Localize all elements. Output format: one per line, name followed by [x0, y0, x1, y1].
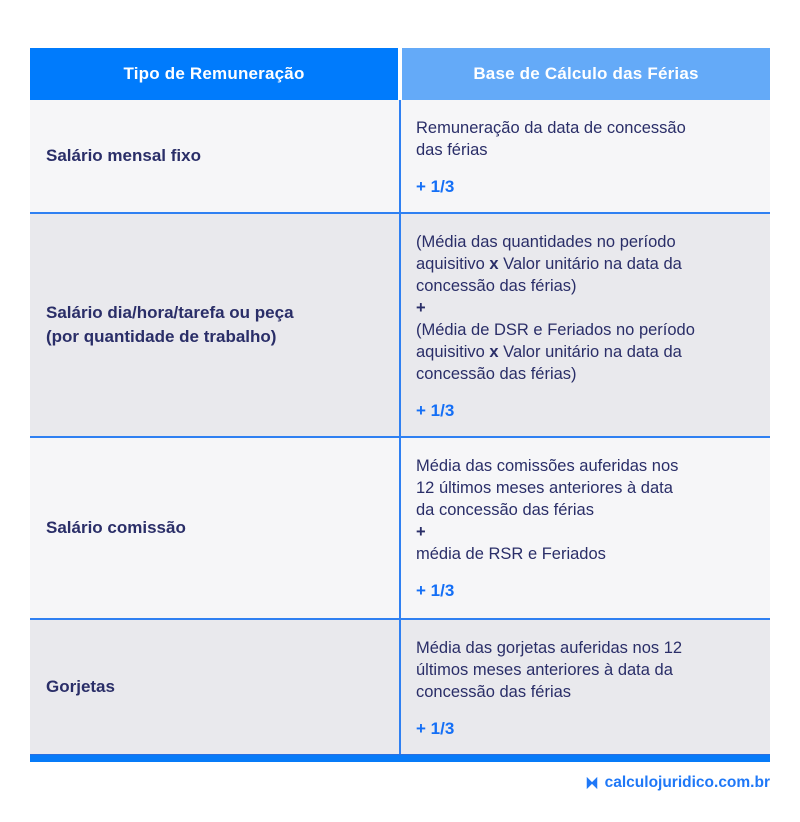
header-cell-tipo-remuneracao: Tipo de Remuneração — [30, 48, 398, 100]
remuneration-type-cell: Gorjetas — [30, 620, 400, 754]
cell-line: últimos meses anteriores à data da — [416, 661, 673, 679]
cell-line — [416, 565, 760, 580]
cell-line: da concessão das férias — [416, 501, 594, 519]
brand-footer: calculojuridico.com.br — [585, 774, 770, 792]
cell-line: Salário comissão — [46, 518, 186, 537]
plus-one-third: + 1/3 — [416, 719, 455, 738]
cell-line: Salário dia/hora/tarefa ou peça — [46, 303, 294, 322]
table-bottom-bar — [30, 754, 770, 762]
ferias-calc-table: Tipo de Remuneração Base de Cálculo das … — [30, 48, 770, 762]
cell-line: (por quantidade de trabalho) — [46, 327, 277, 346]
cell-line: concessão das férias) — [416, 277, 577, 295]
cell-line: concessão das férias — [416, 683, 572, 701]
cell-line: Salário mensal fixo — [46, 146, 201, 165]
cell-line: Média das comissões auferidas nos — [416, 457, 679, 475]
calc-base-cell: Média das comissões auferidas nos 12 últi… — [400, 438, 770, 618]
cell-line — [416, 703, 760, 718]
cell-line — [416, 385, 760, 400]
cell-line: 12 últimos meses anteriores à data — [416, 479, 673, 497]
calc-base-cell: Média das gorjetas auferidas nos 12 últim… — [400, 620, 770, 754]
remuneration-type-cell: Salário mensal fixo — [30, 100, 400, 212]
table-body: Salário mensal fixo Remuneração da data d… — [30, 100, 770, 754]
remuneration-type-cell: Salário comissão — [30, 438, 400, 618]
calc-base-cell: (Média das quantidades no período aquisit… — [400, 214, 770, 436]
plus-one-third: + 1/3 — [416, 177, 455, 196]
cell-line — [416, 161, 760, 176]
plus-one-third: + 1/3 — [416, 401, 455, 420]
header-divider — [398, 48, 402, 100]
plus-one-third: + 1/3 — [416, 581, 455, 600]
cell-line: aquisitivo x Valor unitário na data da — [416, 343, 682, 361]
cell-line: concessão das férias) — [416, 365, 577, 383]
header-cell-base-calculo: Base de Cálculo das Férias — [402, 48, 770, 100]
cell-line: Gorjetas — [46, 677, 115, 696]
cell-line: Média das gorjetas auferidas nos 12 — [416, 639, 683, 657]
cell-line: + — [416, 523, 426, 541]
cell-line: (Média de DSR e Feriados no período — [416, 321, 695, 339]
cell-line: média de RSR e Feriados — [416, 545, 606, 563]
cell-line: aquisitivo x Valor unitário na data da — [416, 255, 682, 273]
brand-url[interactable]: calculojuridico.com.br — [604, 774, 770, 791]
cell-line: (Média das quantidades no período — [416, 233, 676, 251]
cell-line: Remuneração da data de concessão — [416, 119, 686, 137]
calculojuridico-bowtie-icon — [585, 776, 599, 790]
table-header-row: Tipo de Remuneração Base de Cálculo das … — [30, 48, 770, 100]
cell-line: + — [416, 299, 426, 317]
column-divider — [399, 100, 401, 754]
remuneration-type-cell: Salário dia/hora/tarefa ou peça (por quan… — [30, 214, 400, 436]
cell-line: das férias — [416, 141, 488, 159]
calc-base-cell: Remuneração da data de concessão das féri… — [400, 100, 770, 212]
